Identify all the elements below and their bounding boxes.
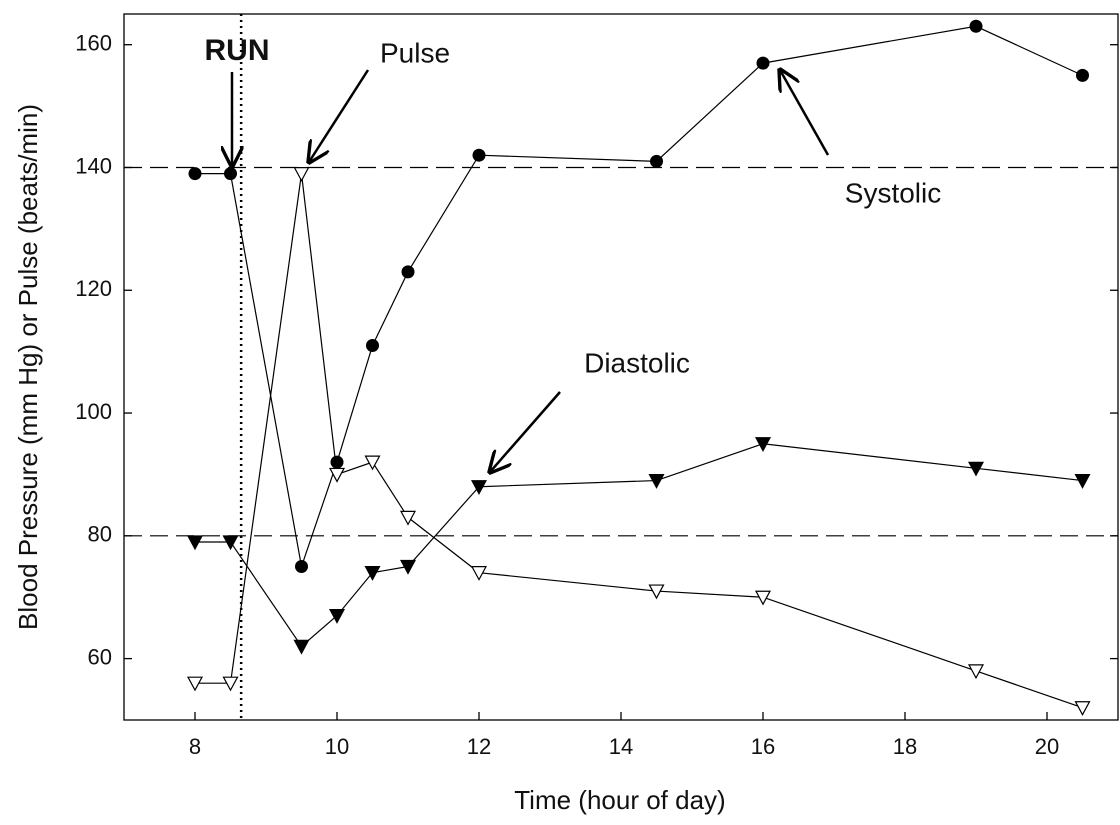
marker: [1074, 473, 1091, 489]
marker: [188, 167, 202, 181]
marker: [401, 265, 415, 279]
arrow: [780, 70, 830, 156]
marker: [293, 167, 310, 182]
y-tick-label: 80: [88, 522, 112, 547]
x-tick-label: 16: [751, 734, 775, 759]
x-tick-label: 10: [325, 734, 349, 759]
series-line: [195, 173, 1083, 709]
y-tick-label: 140: [75, 153, 112, 178]
y-tick-label: 100: [75, 399, 112, 424]
marker: [650, 154, 663, 168]
marker: [470, 480, 488, 495]
series-line: [195, 443, 1083, 648]
marker: [295, 560, 308, 574]
marker: [472, 148, 486, 162]
x-tick-label: 20: [1035, 734, 1059, 759]
x-tick-label: 18: [893, 734, 917, 759]
marker: [328, 467, 346, 483]
marker: [470, 566, 488, 581]
marker: [648, 584, 665, 600]
marker: [364, 455, 381, 471]
annotation: Pulse: [380, 37, 450, 68]
marker: [967, 461, 985, 477]
marker: [754, 437, 772, 453]
marker: [969, 19, 983, 33]
marker: [222, 676, 239, 692]
marker: [1076, 68, 1089, 82]
arrow: [490, 391, 561, 472]
marker: [648, 473, 665, 489]
y-tick-label: 160: [75, 31, 112, 56]
marker: [967, 664, 985, 680]
marker: [364, 566, 381, 581]
annotation: Diastolic: [584, 347, 690, 378]
marker: [399, 559, 417, 575]
x-tick-label: 8: [189, 734, 201, 759]
series-line: [195, 25, 1083, 569]
marker: [754, 590, 772, 606]
y-tick-label: 60: [88, 644, 112, 669]
marker: [224, 167, 237, 181]
arrow: [309, 69, 370, 162]
marker: [330, 455, 344, 469]
marker: [1074, 701, 1091, 716]
marker: [328, 609, 346, 624]
x-axis-label: Time (hour of day): [514, 785, 725, 815]
marker: [186, 676, 204, 692]
annotation: Systolic: [845, 177, 941, 208]
marker: [293, 639, 310, 655]
event-label: RUN: [205, 34, 270, 67]
marker: [222, 535, 239, 551]
marker: [399, 510, 417, 526]
marker: [186, 535, 204, 551]
x-tick-label: 14: [609, 734, 633, 759]
marker: [756, 56, 770, 70]
y-tick-label: 120: [75, 276, 112, 301]
marker: [366, 339, 379, 353]
y-axis-label: Blood Pressure (mm Hg) or Pulse (beats/m…: [13, 104, 43, 630]
x-tick-label: 12: [467, 734, 491, 759]
